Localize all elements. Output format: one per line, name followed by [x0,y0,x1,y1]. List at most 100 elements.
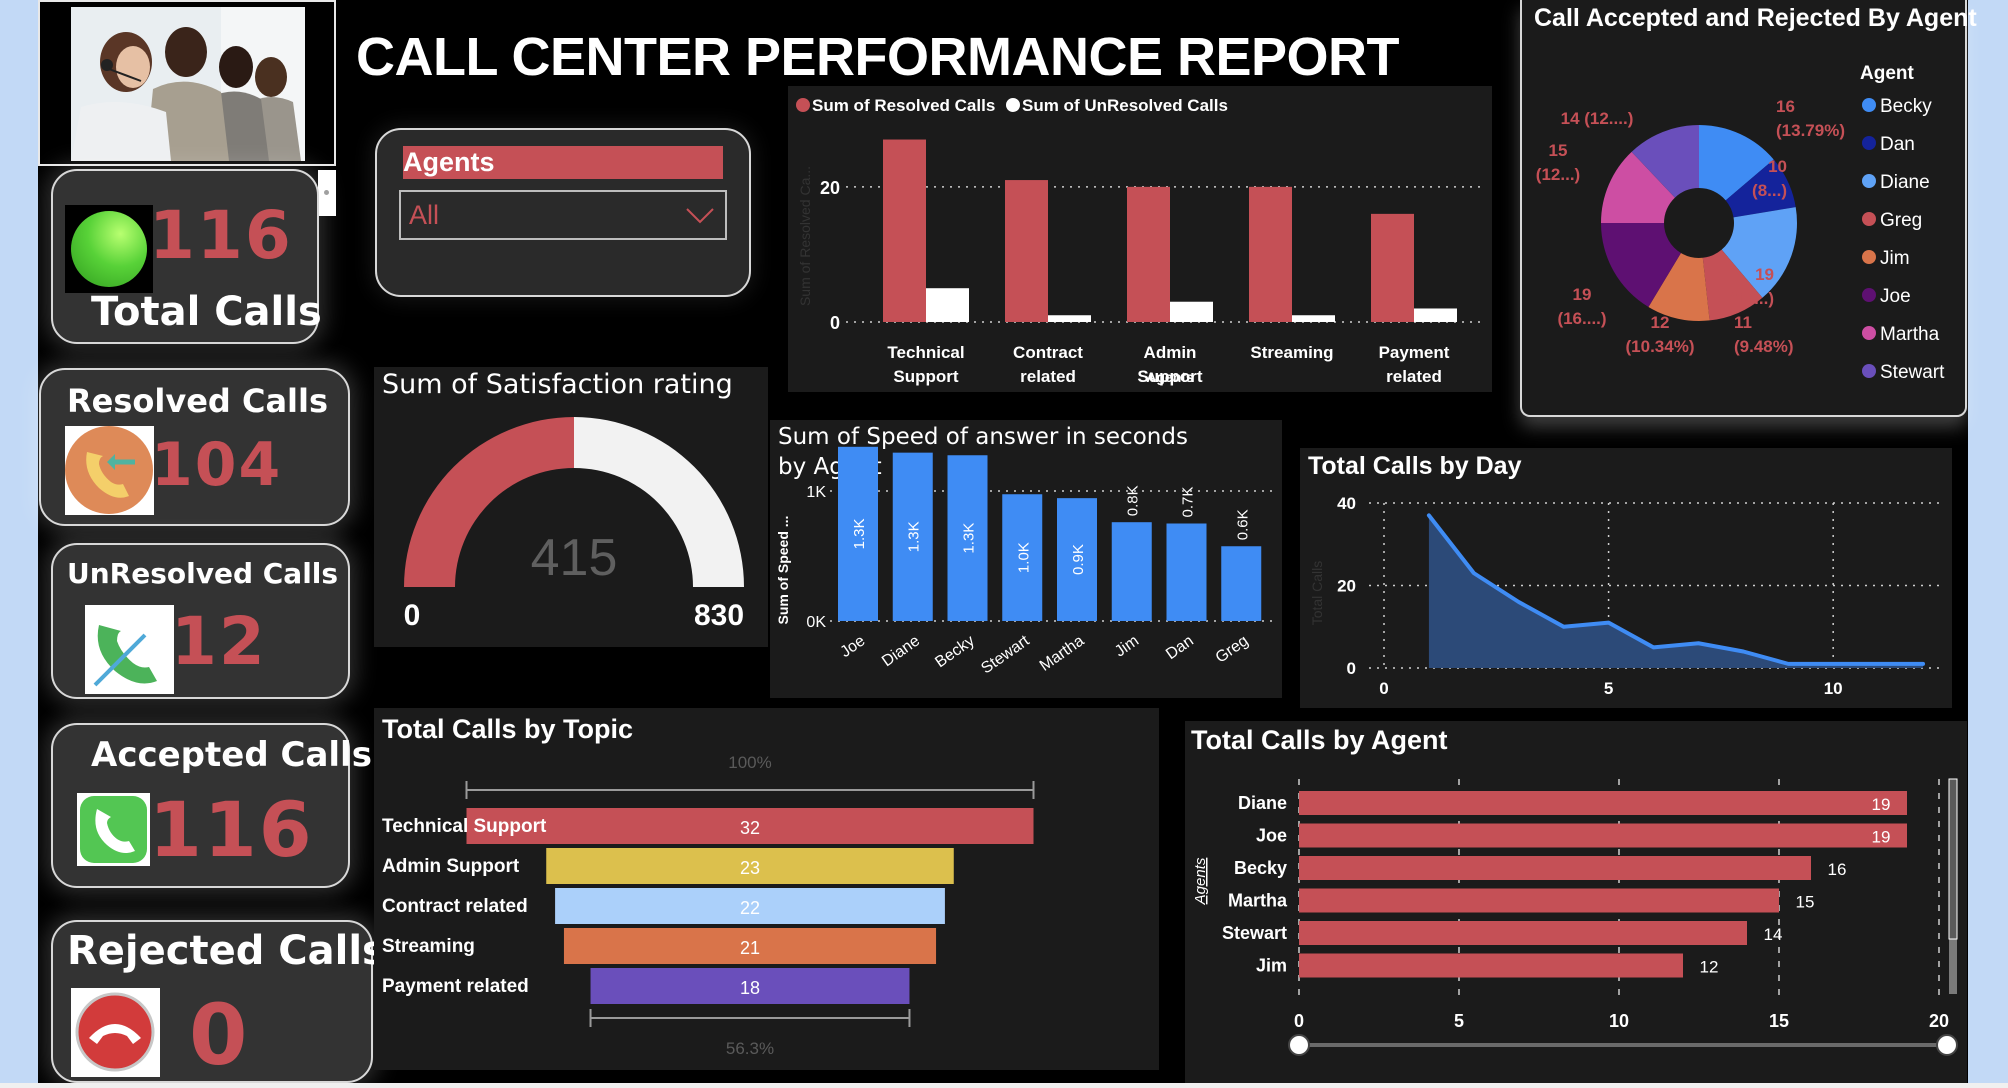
x-tick-label: Jim [1112,632,1142,660]
donut-data-label: 15 [1549,141,1568,160]
x-axis-title: Agents [1146,369,1194,385]
bar-martha [1299,888,1779,913]
resolved-calls-card: Resolved Calls 104 [39,368,350,526]
y-tick-label: 0K [806,614,826,631]
bar-resolved [1371,213,1414,322]
data-label: 0.6K [1234,509,1251,540]
slicer-title: Agents [403,146,723,179]
x-tick-label: Becky [932,632,977,671]
total-calls-value: 116 [149,197,293,274]
funnel-top-percent: 100% [728,753,771,772]
donut-slice-dan [1725,159,1796,218]
funnel-data-label: 18 [740,978,760,998]
accepted-calls-value: 116 [149,785,314,874]
donut-data-label: 19 [1573,285,1592,304]
donut-slice-greg [1702,249,1763,321]
bar-resolved [1249,186,1292,322]
chevron-down-icon[interactable] [685,206,715,226]
donut-title: Call Accepted and Rejected By Agent [1534,4,1977,32]
x-tick-label: Streaming [1250,343,1333,362]
calls-by-day-title: Total Calls by Day [1308,452,1522,480]
area-line [1426,513,1926,666]
donut-data-label: (16....) [1557,309,1606,328]
donut-data-label: (8...) [1752,181,1787,200]
x-tick-label: 10 [1609,1011,1629,1031]
data-label: 0.9K [1070,544,1087,575]
data-label: 0.8K [1125,485,1142,516]
data-label: 15 [1796,893,1815,912]
resolved-calls-value: 104 [151,430,283,500]
bar-diane [892,452,933,621]
x-tick-label: Greg [1213,632,1252,666]
x-tick-label: Martha [1037,632,1088,675]
x-tick-label: Admin [1144,343,1197,362]
satisfaction-gauge-panel: Sum of Satisfaction rating 415 0 830 [374,367,768,647]
missed-call-icon [85,605,174,694]
bottom-strip [0,1083,2008,1088]
funnel-bar-4 [590,968,910,1004]
incoming-call-icon [65,426,154,515]
bar-unresolved [1292,315,1335,322]
bar-joe [838,446,878,621]
legend-marker-jim [1862,250,1876,264]
legend-marker-dan [1862,136,1876,150]
y-tick-label: Stewart [1222,923,1287,943]
accepted-calls-label: Accepted Calls [91,735,372,775]
data-label: 19 [1872,795,1891,814]
legend-label-stewart: Stewart [1880,362,1945,383]
y-tick-label: Diane [1238,793,1287,813]
calls-by-agent-panel: Total Calls by Agent 0 5 10 15 20 19 Diane 19 Jo… [1185,721,1967,1083]
bar-diane [1299,791,1907,815]
agents-slicer: Agents All [375,128,751,297]
legend-marker-1 [1006,98,1020,112]
accepted-calls-card: Accepted Calls 116 [51,723,372,888]
donut-slice-becky [1699,125,1774,201]
donut-slice-martha [1601,151,1675,223]
data-label: 1.3K [906,521,923,552]
legend-title: Agent [1860,63,1915,84]
bar-stewart [1299,921,1747,945]
data-label: 16 [1828,860,1847,879]
bar-unresolved [926,288,969,322]
legend-marker-becky [1862,98,1876,112]
donut-slice-joe [1601,223,1681,307]
calls-by-day-panel: Total Calls by Day 0 20 40 0 5 10 Total Calls [1300,448,1952,708]
calls-by-agent-title: Total Calls by Agent [1191,725,1448,755]
gauge-min-label: 0 [404,599,421,632]
x-tick-label: 5 [1604,679,1613,698]
gauge-title: Sum of Satisfaction rating [382,369,733,400]
data-label: 1.0K [1015,542,1032,573]
funnel-data-label: 32 [740,818,760,838]
legend-marker-joe [1862,288,1876,302]
range-slider-end-handle[interactable] [1936,1034,1958,1056]
data-label: 0.7K [1180,487,1197,518]
resolved-calls-label: Resolved Calls [67,382,329,420]
legend-label-0: Sum of Resolved Calls [812,96,995,115]
legend-marker-diane [1862,174,1876,188]
bar-stewart [1002,494,1043,621]
funnel-data-label: 22 [740,898,760,918]
unresolved-calls-card: UnResolved Calls 12 [51,543,350,699]
y-tick-label: 20 [820,178,840,198]
green-status-orb-icon [65,205,153,293]
donut-data-label: (16...) [1730,289,1774,308]
legend-label-1: Sum of UnResolved Calls [1022,96,1228,115]
funnel-bar-3 [563,928,937,964]
legend-label-becky: Becky [1880,96,1932,117]
unresolved-calls-value: 12 [171,603,267,680]
y-axis-title: Sum of Resolved Ca... [797,166,813,306]
scrollbar-thumb[interactable] [1948,778,1958,940]
donut-slice-diane [1721,207,1797,298]
x-tick-label: 20 [1929,1011,1949,1031]
speed-title: Sum of Speed of answer in seconds by Age… [778,424,1188,480]
bar-unresolved [1414,308,1457,322]
range-slider-start-handle[interactable] [1288,1034,1310,1056]
y-tick-label: Jim [1256,956,1287,976]
agents-dropdown[interactable]: All [399,190,727,240]
gauge-remaining-arc [574,417,744,587]
funnel-category-label: Payment related [382,976,529,997]
y-tick-label: 0 [830,313,840,333]
donut-data-label: 16 [1776,97,1795,116]
bar-becky [947,455,988,621]
unresolved-calls-label: UnResolved Calls [67,557,339,590]
